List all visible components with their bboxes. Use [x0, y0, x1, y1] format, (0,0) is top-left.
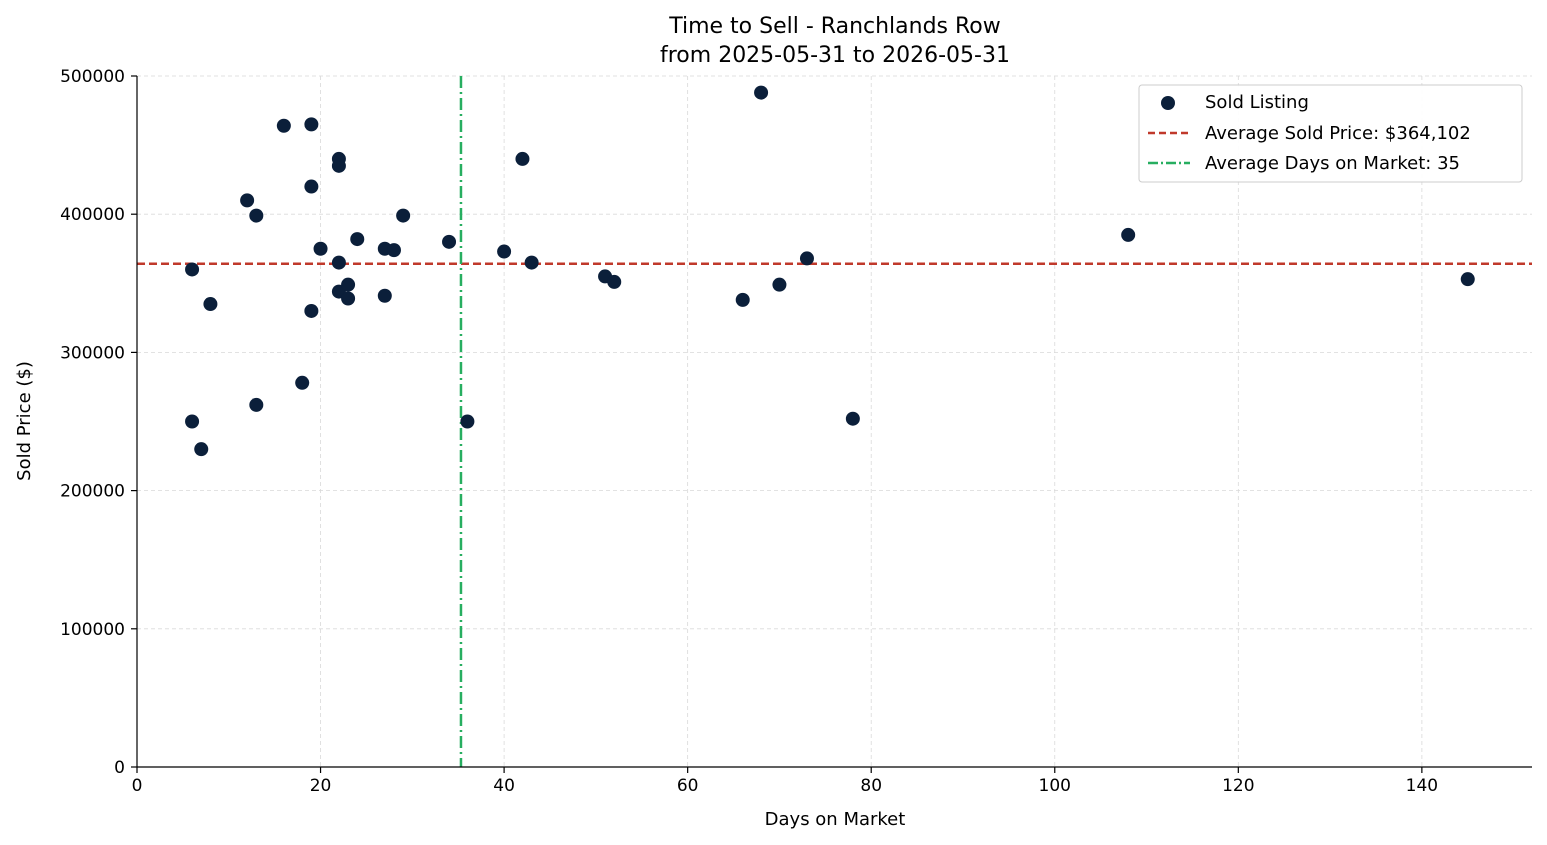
data-point	[313, 241, 328, 256]
data-point	[799, 251, 814, 266]
y-tick-label: 500000	[60, 67, 125, 87]
reference-lines	[137, 76, 1532, 767]
x-tick-label: 140	[1406, 776, 1438, 796]
x-tick-label: 60	[677, 776, 699, 796]
data-point	[524, 255, 539, 270]
y-axis-label: Sold Price ($)	[14, 361, 35, 481]
y-tick-label: 0	[114, 758, 125, 778]
data-point	[442, 234, 457, 249]
legend: Sold Listing Average Sold Price: $364,10…	[1138, 84, 1523, 183]
data-point	[386, 243, 401, 258]
gridlines	[137, 75, 1532, 767]
y-axis-ticks: 0 100000 200000 300000 400000 500000	[60, 67, 137, 778]
y-tick-label: 100000	[60, 620, 125, 640]
data-point	[754, 85, 769, 100]
data-point	[377, 288, 392, 303]
data-point	[1460, 272, 1475, 287]
data-point	[341, 277, 356, 292]
x-tick-label: 120	[1222, 776, 1254, 796]
y-tick-label: 300000	[60, 343, 125, 363]
data-points	[185, 85, 1475, 457]
x-tick-label: 80	[860, 776, 882, 796]
data-point	[350, 232, 365, 247]
chart-title: Time to Sell - Ranchlands Row	[668, 14, 1001, 39]
x-axis-ticks: 0 20 40 60 80 100 120 140	[132, 767, 1438, 796]
data-point	[772, 277, 787, 292]
data-point	[203, 297, 218, 312]
data-point	[249, 397, 264, 412]
data-point	[304, 303, 319, 318]
data-point	[331, 255, 346, 270]
data-point	[497, 244, 512, 259]
data-point	[194, 442, 209, 457]
chart-subtitle: from 2025-05-31 to 2026-05-31	[660, 43, 1010, 68]
x-tick-label: 0	[132, 776, 143, 796]
data-point	[1121, 227, 1136, 242]
legend-label-average-days: Average Days on Market: 35	[1205, 153, 1460, 174]
data-point	[240, 193, 255, 208]
data-point	[304, 179, 319, 194]
data-point	[249, 208, 264, 223]
y-tick-label: 400000	[60, 205, 125, 225]
legend-marker-sold-listing	[1161, 96, 1175, 110]
legend-box	[1138, 84, 1523, 183]
data-point	[735, 292, 750, 307]
data-point	[185, 414, 200, 429]
data-point	[341, 291, 356, 306]
legend-label-average-price: Average Sold Price: $364,102	[1205, 123, 1471, 144]
data-point	[396, 208, 411, 223]
x-tick-label: 40	[493, 776, 515, 796]
data-point	[845, 411, 860, 426]
legend-label-sold-listing: Sold Listing	[1205, 92, 1309, 113]
data-point	[331, 158, 346, 173]
y-tick-label: 200000	[60, 482, 125, 502]
data-point	[295, 375, 310, 390]
x-axis-label: Days on Market	[765, 809, 906, 830]
data-point	[607, 274, 622, 289]
x-tick-label: 100	[1039, 776, 1071, 796]
data-point	[304, 117, 319, 132]
data-point	[515, 151, 530, 166]
data-point	[460, 414, 475, 429]
data-point	[276, 118, 291, 133]
data-point	[185, 262, 200, 277]
x-tick-label: 20	[310, 776, 332, 796]
